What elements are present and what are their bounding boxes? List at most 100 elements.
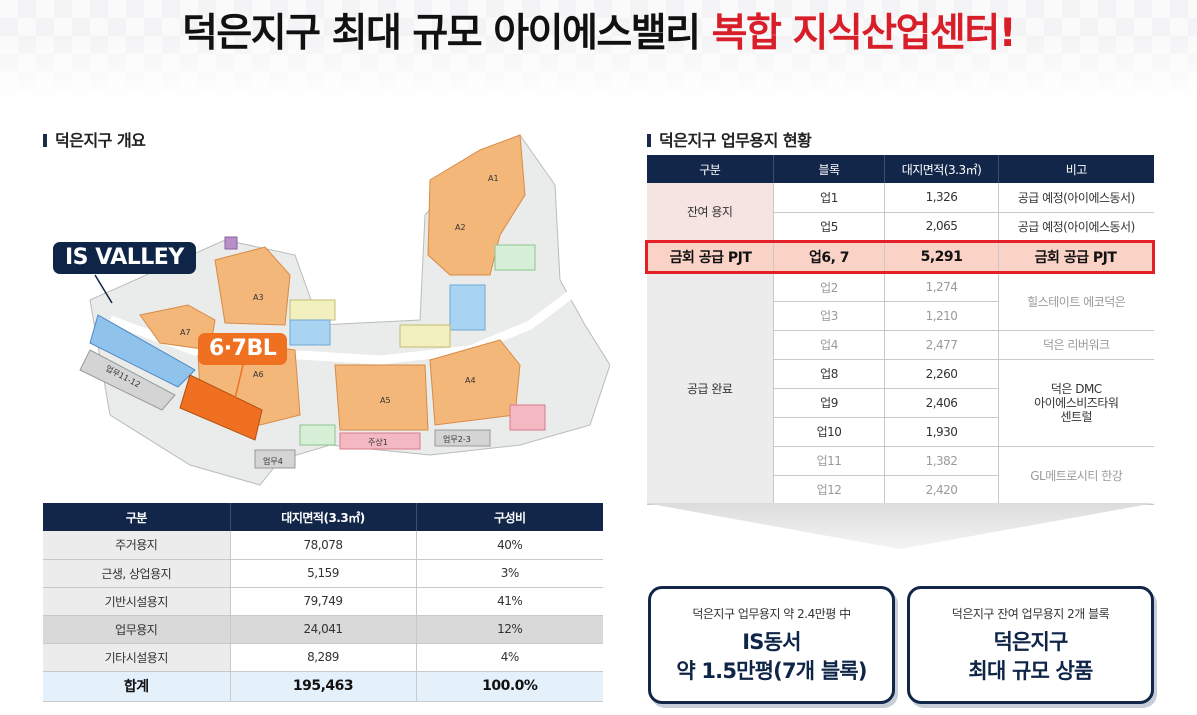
- cell-area: 1,274: [884, 272, 999, 302]
- map-label-sangup1: 주상1: [368, 437, 388, 447]
- cell-highlight-block: 업6, 7: [773, 239, 885, 274]
- parcel-purple: [224, 236, 238, 250]
- cell-area: 2,260: [884, 359, 999, 389]
- parcel-a4: [429, 339, 521, 426]
- table-row-business: 업무용지 24,041 12%: [43, 615, 603, 644]
- header-category: 구분: [43, 503, 230, 531]
- section-title-overview: 덕은지구 개요: [43, 127, 146, 151]
- callout-line1: 덕은지구: [993, 630, 1068, 654]
- table-row: 업3 1,210: [647, 301, 1154, 331]
- callout-big-text: IS동서 약 1.5만평(7개 블록): [651, 628, 892, 686]
- parcel-67bl: [179, 374, 263, 441]
- header-block: 블록: [773, 155, 885, 183]
- is-valley-tag: IS VALLEY: [53, 242, 196, 274]
- cell-category: 기반시설용지: [43, 587, 230, 616]
- callout-line2: 최대 규모 상품: [968, 659, 1093, 683]
- map-label-biz2-3: 업무2-3: [443, 435, 471, 444]
- table-row: 업9 2,406: [647, 388, 1154, 418]
- map-label-a4: A4: [465, 376, 476, 385]
- cell-highlight-category: 금회 공급 PJT: [645, 239, 774, 274]
- section-title-status: 덕은지구 업무용지 현황: [647, 127, 812, 151]
- map-label-a5: A5: [380, 396, 391, 405]
- header-background-fade: [0, 40, 1197, 100]
- cell-category: 주거용지: [43, 531, 230, 560]
- table-row: 업10 1,930: [647, 417, 1154, 447]
- overview-table: 구분 대지면적(3.3㎡) 구성비 주거용지 78,078 40% 근생, 상업…: [43, 503, 603, 702]
- cell-category: 기타시설용지: [43, 643, 230, 672]
- cell-done-label: 공급 완료: [646, 272, 774, 505]
- note-line: 덕은 DMC: [1050, 381, 1102, 396]
- bl67-tag: 6·7BL: [198, 333, 288, 365]
- header-ratio: 구성비: [415, 503, 603, 531]
- cell-remaining-label: 잔여 용지: [646, 183, 774, 242]
- cell-block: 업4: [773, 330, 885, 360]
- cell-area: 79,749: [229, 587, 416, 616]
- cell-note: 공급 예정(아이에스동서): [998, 212, 1154, 242]
- cell-highlight-note: 금회 공급 PJT: [998, 239, 1155, 274]
- table-header-row: 구분 대지면적(3.3㎡) 구성비: [43, 503, 603, 531]
- parcel-is-valley-strip: [89, 314, 196, 388]
- total-label: 합계: [43, 671, 230, 702]
- cell-block: 업12: [773, 475, 885, 505]
- total-area: 195,463: [229, 671, 416, 702]
- table-row: 기반시설용지 79,749 41%: [43, 587, 603, 616]
- cell-area: 2,065: [884, 212, 999, 242]
- table-row: 근생, 상업용지 5,159 3%: [43, 559, 603, 588]
- cell-block: 업11: [773, 446, 885, 476]
- cell-block: 업8: [773, 359, 885, 389]
- cell-category: 업무용지: [43, 615, 230, 644]
- header-area: 대지면적(3.3㎡): [884, 155, 999, 183]
- table-row: 업5 2,065 공급 예정(아이에스동서): [647, 212, 1154, 242]
- parcel-townhouse-2: [399, 324, 451, 348]
- cell-area: 2,420: [884, 475, 999, 505]
- cell-area: 1,382: [884, 446, 999, 476]
- table-total-row: 합계 195,463 100.0%: [43, 671, 603, 702]
- parcel-blue-upper: [449, 284, 486, 331]
- cell-area: 1,930: [884, 417, 999, 447]
- cell-ratio: 4%: [415, 643, 603, 672]
- cell-category: 근생, 상업용지: [43, 559, 230, 588]
- table-row: 주거용지 78,078 40%: [43, 531, 603, 560]
- cell-ratio: 41%: [415, 587, 603, 616]
- cell-note: GL메트로시티 한강: [998, 446, 1154, 505]
- cell-area: 5,159: [229, 559, 416, 588]
- callout-small-text: 덕은지구 잔여 업무용지 2개 블록: [951, 607, 1110, 621]
- note-line: 아이에스비즈타워: [1034, 395, 1119, 410]
- map-label-biz4: 업무4: [263, 457, 283, 466]
- parcel-a3: [214, 246, 291, 326]
- header-category: 구분: [646, 155, 774, 183]
- parcel-sangup1: [339, 432, 421, 450]
- business-land-table: 구분 블록 대지면적(3.3㎡) 비고 잔여 용지 업1 1,326 공급 예정…: [645, 155, 1155, 505]
- callout-big-text: 덕은지구 최대 규모 상품: [910, 628, 1151, 686]
- table-header-row: 구분 블록 대지면적(3.3㎡) 비고: [646, 155, 1154, 183]
- callout-largest: 덕은지구 잔여 업무용지 2개 블록 덕은지구 최대 규모 상품: [907, 586, 1154, 704]
- callout-line1: IS동서: [742, 630, 801, 654]
- parcel-pink-right: [509, 404, 546, 431]
- table-row: 잔여 용지 업1 1,326 공급 예정(아이에스동서): [646, 183, 1154, 242]
- district-map: A1 A2 A3 A7 A6 A5 A4 업무11-12 업무4 주상1 업무2…: [50, 125, 611, 495]
- map-label-a2: A2: [455, 223, 466, 232]
- cell-block: 업5: [773, 212, 885, 242]
- cell-note: 덕은 리버워크: [998, 330, 1154, 360]
- cell-block: 업10: [773, 417, 885, 447]
- parcel-biz2-3: [434, 429, 491, 447]
- is-valley-pointer: [94, 274, 113, 304]
- cell-ratio: 40%: [415, 531, 603, 560]
- page-headline: 덕은지구 최대 규모 아이에스밸리 복합 지식산업센터!: [0, 2, 1197, 58]
- cell-ratio: 12%: [415, 615, 603, 644]
- table-row: 기타시설용지 8,289 4%: [43, 643, 603, 672]
- cell-area: 1,326: [884, 183, 999, 213]
- funnel-arrow: [645, 503, 1155, 549]
- cell-block: 업9: [773, 388, 885, 418]
- callout-small-text: 덕은지구 업무용지 약 2.4만평 中: [692, 607, 851, 621]
- headline-main: 덕은지구 최대 규모 아이에스밸리: [181, 11, 701, 56]
- map-label-a1: A1: [488, 174, 499, 183]
- cell-block: 업1: [773, 183, 885, 213]
- callout-isdongseo: 덕은지구 업무용지 약 2.4만평 中 IS동서 약 1.5만평(7개 블록): [648, 586, 895, 704]
- parcel-green-2: [494, 244, 536, 271]
- table-row: 업11 1,382 GL메트로시티 한강: [647, 446, 1154, 505]
- cell-note: 힐스테이트 에코덕은: [998, 272, 1154, 331]
- table-row: 업4 2,477 덕은 리버워크: [647, 330, 1154, 360]
- callout-line2: 약 1.5만평(7개 블록): [676, 659, 867, 683]
- cell-block: 업3: [773, 301, 885, 331]
